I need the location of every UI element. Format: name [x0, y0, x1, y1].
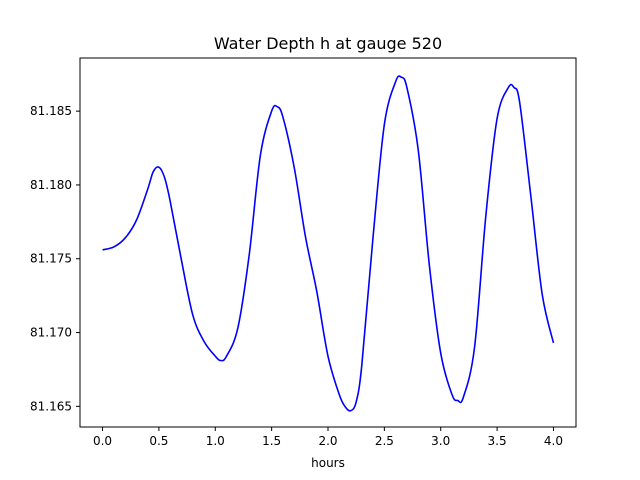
y-tick-label: 81.175	[30, 252, 72, 266]
y-tick-label: 81.165	[30, 399, 72, 413]
x-tick-label: 1.0	[206, 434, 225, 448]
x-tick-label: 2.0	[318, 434, 337, 448]
y-axis: 81.165 81.170 81.175 81.180 81.185	[30, 104, 80, 413]
x-tick-label: 0.5	[149, 434, 168, 448]
series-line-0	[102, 75, 555, 412]
y-tick-label: 81.180	[30, 178, 72, 192]
x-tick-label: 0.0	[93, 434, 112, 448]
x-tick-label: 2.5	[375, 434, 394, 448]
x-tick-label: 1.5	[262, 434, 281, 448]
chart-title: Water Depth h at gauge 520	[214, 34, 442, 53]
plot-frame	[79, 57, 577, 428]
x-axis-label: hours	[311, 456, 345, 470]
x-tick-label: 4.0	[544, 434, 563, 448]
x-tick-label: 3.0	[431, 434, 450, 448]
series-layer	[102, 75, 555, 412]
x-axis: 0.0 0.5 1.0 1.5 2.0 2.5 3.0 3.5 4.0	[93, 427, 563, 448]
y-tick-label: 81.170	[30, 326, 72, 340]
y-tick-label: 81.185	[30, 104, 72, 118]
plot-area	[79, 57, 577, 428]
x-tick-label: 3.5	[488, 434, 507, 448]
